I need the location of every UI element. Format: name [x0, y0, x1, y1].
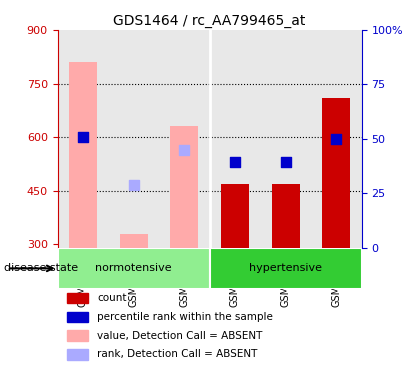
Text: hypertensive: hypertensive — [249, 263, 322, 273]
Bar — [67, 330, 88, 341]
Bar — [322, 98, 350, 248]
Bar — [120, 234, 148, 248]
Text: count: count — [97, 293, 127, 303]
Text: disease state: disease state — [4, 263, 78, 273]
Bar — [260, 30, 311, 248]
FancyBboxPatch shape — [210, 248, 362, 289]
Bar — [67, 349, 88, 360]
Text: percentile rank within the sample: percentile rank within the sample — [97, 312, 273, 322]
Bar — [69, 62, 97, 248]
Text: rank, Detection Call = ABSENT: rank, Detection Call = ABSENT — [97, 350, 257, 359]
Bar — [58, 30, 108, 248]
Point — [181, 147, 187, 153]
Bar — [159, 30, 210, 248]
Bar — [272, 184, 300, 248]
Point — [333, 136, 339, 142]
Bar — [210, 30, 260, 248]
Text: value, Detection Call = ABSENT: value, Detection Call = ABSENT — [97, 331, 263, 340]
Point — [282, 159, 289, 165]
Bar — [67, 312, 88, 322]
Bar — [311, 30, 362, 248]
FancyBboxPatch shape — [58, 248, 210, 289]
Point — [80, 134, 86, 140]
Point — [232, 159, 238, 165]
Bar — [170, 126, 198, 248]
Title: GDS1464 / rc_AA799465_at: GDS1464 / rc_AA799465_at — [113, 13, 306, 28]
Point — [130, 182, 137, 188]
Bar — [67, 293, 88, 303]
Text: normotensive: normotensive — [95, 263, 172, 273]
Bar — [221, 184, 249, 248]
Bar — [108, 30, 159, 248]
